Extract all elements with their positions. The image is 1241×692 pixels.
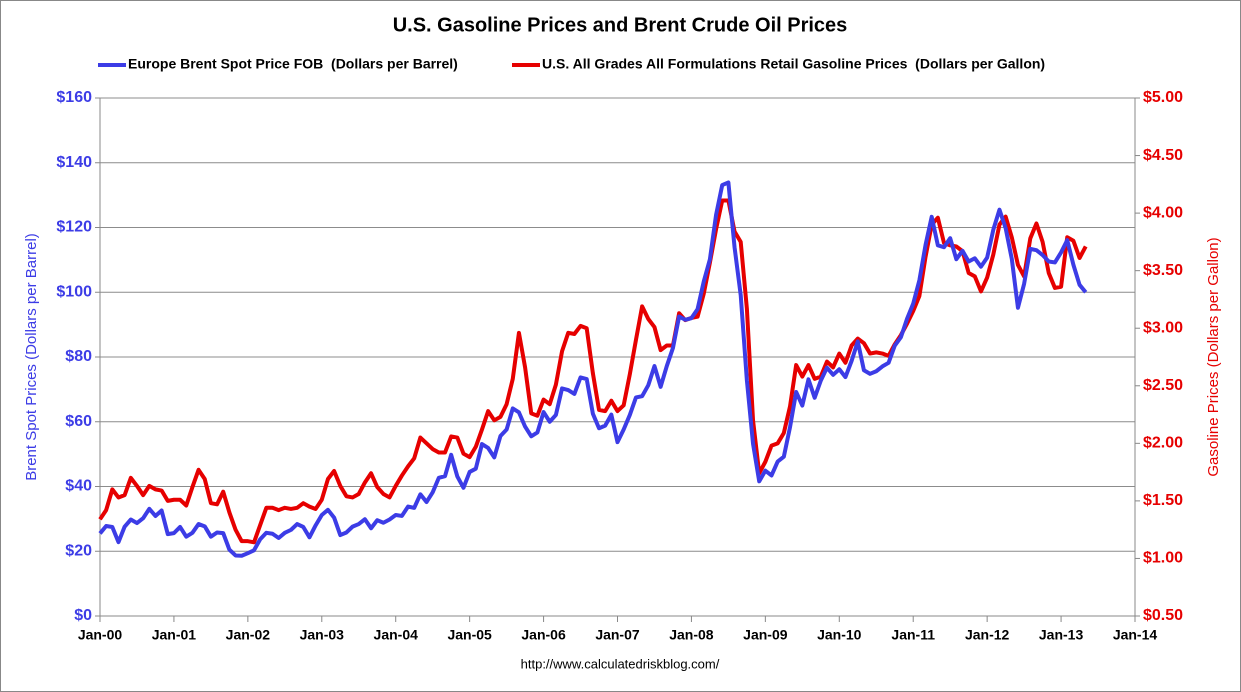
y2-tick-label: $3.50 bbox=[1143, 262, 1183, 279]
x-tick-label: Jan-11 bbox=[891, 627, 935, 643]
legend-label: Europe Brent Spot Price FOB (Dollars per… bbox=[128, 56, 458, 72]
x-tick-label: Jan-05 bbox=[447, 627, 492, 643]
y2-tick-label: $4.50 bbox=[1143, 147, 1183, 164]
y2-tick-label: $2.50 bbox=[1143, 377, 1183, 394]
y-tick-label: $60 bbox=[65, 413, 92, 430]
y2-tick-label: $1.50 bbox=[1143, 492, 1183, 509]
x-tick-label: Jan-07 bbox=[595, 627, 640, 643]
legend-label: U.S. All Grades All Formulations Retail … bbox=[542, 56, 1045, 72]
x-tick-label: Jan-06 bbox=[521, 627, 566, 643]
y-tick-label: $100 bbox=[56, 283, 92, 300]
y2-tick-label: $2.00 bbox=[1143, 435, 1183, 452]
y-tick-label: $20 bbox=[65, 542, 92, 559]
x-tick-label: Jan-14 bbox=[1113, 627, 1158, 643]
chart-title: U.S. Gasoline Prices and Brent Crude Oil… bbox=[393, 14, 848, 36]
x-tick-label: Jan-10 bbox=[817, 627, 862, 643]
series-line bbox=[98, 180, 1088, 558]
y-tick-label: $80 bbox=[65, 348, 92, 365]
x-tick-label: Jan-08 bbox=[669, 627, 714, 643]
y2-tick-label: $5.00 bbox=[1143, 89, 1183, 106]
x-tick-label: Jan-09 bbox=[743, 627, 788, 643]
y2-tick-label: $1.00 bbox=[1143, 550, 1183, 567]
source: http://www.calculatedriskblog.com/ bbox=[521, 656, 720, 671]
series-line bbox=[98, 198, 1088, 545]
x-tick-label: Jan-13 bbox=[1039, 627, 1084, 643]
y2-axis-label: Gasoline Prices (Dollars per Gallon) bbox=[1205, 237, 1222, 476]
y-tick-label: $160 bbox=[56, 89, 92, 106]
y2-tick-label: $4.00 bbox=[1143, 204, 1183, 221]
x-tick-label: Jan-04 bbox=[374, 627, 419, 643]
x-tick-label: Jan-12 bbox=[965, 627, 1010, 643]
y-tick-label: $120 bbox=[56, 219, 92, 236]
y-tick-label: $140 bbox=[56, 154, 92, 171]
y-tick-label: $0 bbox=[74, 607, 92, 624]
y-tick-label: $40 bbox=[65, 478, 92, 495]
x-tick-label: Jan-01 bbox=[152, 627, 197, 643]
y-axis-label: Brent Spot Prices (Dollars per Barrel) bbox=[23, 233, 40, 481]
x-tick-label: Jan-03 bbox=[300, 627, 345, 643]
y2-tick-label: $3.00 bbox=[1143, 319, 1183, 336]
x-tick-label: Jan-00 bbox=[78, 627, 123, 643]
x-tick-label: Jan-02 bbox=[226, 627, 271, 643]
y2-tick-label: $0.50 bbox=[1143, 607, 1183, 624]
